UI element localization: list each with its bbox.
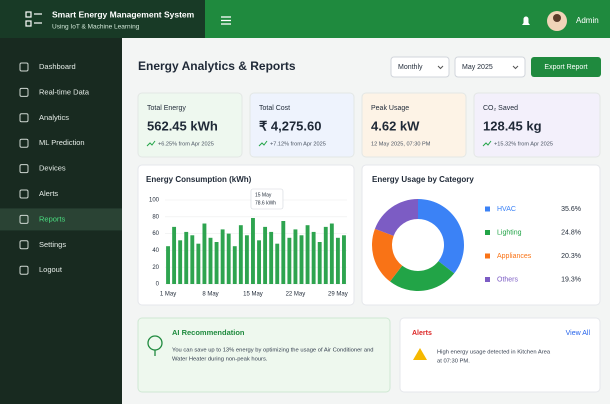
bar <box>324 227 328 284</box>
alert-text: at 07:30 PM. <box>437 359 470 365</box>
bar <box>209 238 213 284</box>
x-tick-label: 22 May <box>286 292 306 298</box>
user-name[interactable]: Admin <box>576 16 599 25</box>
bar <box>190 235 194 284</box>
legend-label: Appliances <box>497 253 532 260</box>
legend-swatch <box>485 207 490 212</box>
card-note: +6.25% from Apr 2025 <box>158 141 214 147</box>
y-tick-label: 40 <box>152 248 159 254</box>
bar <box>178 240 182 284</box>
card-value: 562.45 kWh <box>147 118 218 133</box>
bar <box>287 238 291 284</box>
y-tick-label: 20 <box>152 265 159 271</box>
legend-value: 24.8% <box>561 229 581 236</box>
bar <box>293 229 297 284</box>
chart-title: Energy Consumption (kWh) <box>146 175 252 184</box>
recommendation-title: AI Recommendation <box>172 328 245 337</box>
menu-item[interactable]: Devices <box>39 164 66 173</box>
bar <box>275 244 279 284</box>
view-all-link[interactable]: View All <box>566 330 591 337</box>
bar <box>318 242 322 284</box>
alert-text: High energy usage detected in Kitchen Ar… <box>437 350 551 356</box>
bar <box>336 238 340 284</box>
bar <box>166 246 170 284</box>
x-tick-label: 1 May <box>160 292 176 298</box>
bar <box>306 225 310 284</box>
menu-item[interactable]: Real-time Data <box>39 87 90 96</box>
recommendation-text: Water Heater during non-peak hours. <box>172 357 268 363</box>
avatar-hair <box>553 14 561 22</box>
app-subtitle: Using IoT & Machine Learning <box>52 24 140 31</box>
card-label: Total Energy <box>147 105 186 112</box>
legend-swatch <box>485 254 490 259</box>
menu-item[interactable]: Alerts <box>39 189 58 198</box>
card-label: Total Cost <box>259 105 290 112</box>
legend-value: 35.6% <box>561 206 581 213</box>
period-value: Monthly <box>398 64 423 71</box>
card-note: +7.12% from Apr 2025 <box>270 141 326 147</box>
menu-item[interactable]: Dashboard <box>39 62 76 71</box>
legend-label: Lighting <box>497 229 522 236</box>
legend-value: 19.3% <box>561 276 581 283</box>
bar <box>251 218 255 284</box>
card-label: CO₂ Saved <box>483 105 518 112</box>
bar <box>269 232 273 284</box>
bar <box>245 235 249 284</box>
bar <box>330 224 334 284</box>
legend-label: HVAC <box>497 206 516 213</box>
card-note: +15.32% from Apr 2025 <box>494 141 553 147</box>
bar <box>221 229 225 284</box>
bar <box>281 221 285 284</box>
tooltip-date: 15 May <box>255 192 272 198</box>
recommendation-text: You can save up to 13% energy by optimiz… <box>172 348 374 354</box>
legend-swatch <box>485 230 490 235</box>
bar <box>263 227 267 284</box>
tooltip-value: 78.6 kWh <box>255 200 276 206</box>
bar <box>184 232 188 284</box>
y-tick-label: 80 <box>152 214 159 220</box>
bar <box>239 225 243 284</box>
bar <box>172 227 176 284</box>
menu-item[interactable]: Analytics <box>39 113 69 122</box>
menu-item[interactable]: Reports <box>39 214 66 223</box>
bar <box>257 240 261 284</box>
card-value: ₹ 4,275.60 <box>259 118 322 133</box>
bar <box>342 235 346 284</box>
bar <box>233 246 237 284</box>
card-note: 12 May 2025, 07:30 PM <box>371 141 431 147</box>
export-label: Export Report <box>544 64 587 71</box>
y-tick-label: 60 <box>152 231 159 237</box>
x-tick-label: 29 May <box>328 292 348 298</box>
menu-item[interactable]: Settings <box>39 240 66 249</box>
alerts-title: Alerts <box>412 330 432 337</box>
bar <box>215 242 219 284</box>
bar <box>202 224 206 284</box>
dashboard: Smart Energy Management System Using IoT… <box>0 0 610 404</box>
month-value: May 2025 <box>462 64 493 71</box>
page-title: Energy Analytics & Reports <box>138 59 296 73</box>
x-tick-label: 8 May <box>202 292 218 298</box>
bar <box>300 235 304 284</box>
x-tick-label: 15 May <box>243 292 263 298</box>
card-value: 4.62 kW <box>371 118 420 133</box>
menu-item[interactable]: Logout <box>39 265 63 274</box>
bar <box>227 234 231 284</box>
card-value: 128.45 kg <box>483 118 542 133</box>
y-tick-label: 100 <box>149 198 160 204</box>
menu-item[interactable]: ML Prediction <box>39 138 85 147</box>
bar <box>312 232 316 284</box>
legend-label: Others <box>497 276 519 283</box>
bar <box>196 244 200 284</box>
chart-title: Energy Usage by Category <box>372 175 474 184</box>
app-title: Smart Energy Management System <box>52 9 195 19</box>
legend-swatch <box>485 277 490 282</box>
card-label: Peak Usage <box>371 105 409 112</box>
summary-cards: Total Energy 562.45 kWh +6.25% from Apr 20… <box>138 93 600 157</box>
legend-value: 20.3% <box>561 253 581 260</box>
